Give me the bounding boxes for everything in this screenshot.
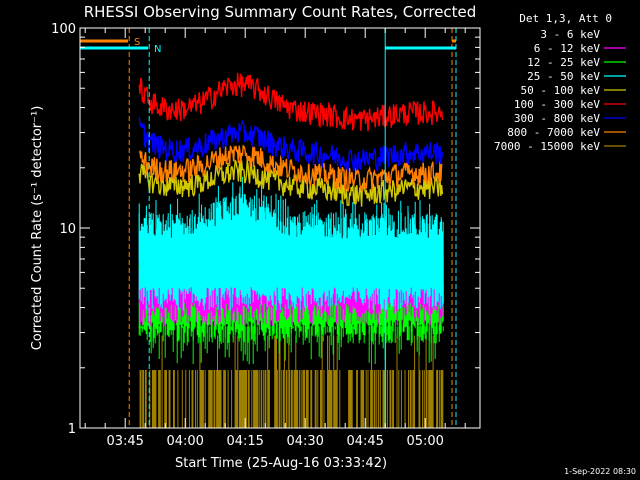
series-dips xyxy=(138,326,444,365)
legend-entry-label: 50 - 100 keV xyxy=(521,84,601,97)
x-tick-label: 04:00 xyxy=(166,434,203,449)
series-7000-15000-kev-kev-trace xyxy=(139,335,444,428)
x-tick-label: 05:00 xyxy=(406,434,443,449)
event-s-markers: S xyxy=(80,28,456,428)
x-tick-label: 04:30 xyxy=(286,434,323,449)
y-tick-label: 1 xyxy=(68,422,76,437)
series-line xyxy=(138,144,443,192)
event-label: N xyxy=(154,44,161,55)
y-tick-label: 100 xyxy=(51,22,76,37)
axes: 1 10 100 03:45 04:00 04:15 04:30 04:45 05:00 xyxy=(51,22,480,449)
legend-header: Det 1,3, Att 0 xyxy=(519,12,612,25)
series-spikes xyxy=(139,335,444,428)
x-tick-label: 03:45 xyxy=(106,434,143,449)
x-tick-label: 04:45 xyxy=(346,434,383,449)
series-100-300-kev-kev-trace xyxy=(138,72,444,132)
y-tick-label: 10 xyxy=(59,222,76,237)
legend-entry-label: 25 - 50 keV xyxy=(527,70,600,83)
series-800-7000-kev-kev-trace xyxy=(138,144,443,192)
series-spikes xyxy=(138,176,443,263)
series-line xyxy=(138,72,444,132)
series-300-800-kev-kev-trace xyxy=(138,116,444,172)
footer-timestamp: 1-Sep-2022 08:30 xyxy=(564,467,636,476)
x-axis-label: Start Time (25-Aug-16 03:33:42) xyxy=(175,456,387,471)
event-label: S xyxy=(134,37,140,48)
legend-entry-label: 6 - 12 keV xyxy=(534,42,601,55)
legend-entry-label: 300 - 800 keV xyxy=(514,112,600,125)
chart-title: RHESSI Observing Summary Count Rates, Co… xyxy=(84,3,477,21)
legend-entry-label: 12 - 25 keV xyxy=(527,56,600,69)
legend-entry-label: 3 - 6 keV xyxy=(540,28,600,41)
legend-entry-label: 800 - 7000 keV xyxy=(507,126,600,139)
event-n-markers: N xyxy=(80,28,457,428)
legend-entry-label: 7000 - 15000 keV xyxy=(494,140,600,153)
plot-area: SN xyxy=(80,28,457,428)
x-tick-label: 04:15 xyxy=(226,434,263,449)
series-line xyxy=(138,116,444,172)
legend-entry-label: 100 - 300 keV xyxy=(514,98,600,111)
series-25-50-kev-kev-trace xyxy=(138,176,444,311)
y-axis-label: Corrected Count Rate (s⁻¹ detector⁻¹) xyxy=(30,106,45,351)
